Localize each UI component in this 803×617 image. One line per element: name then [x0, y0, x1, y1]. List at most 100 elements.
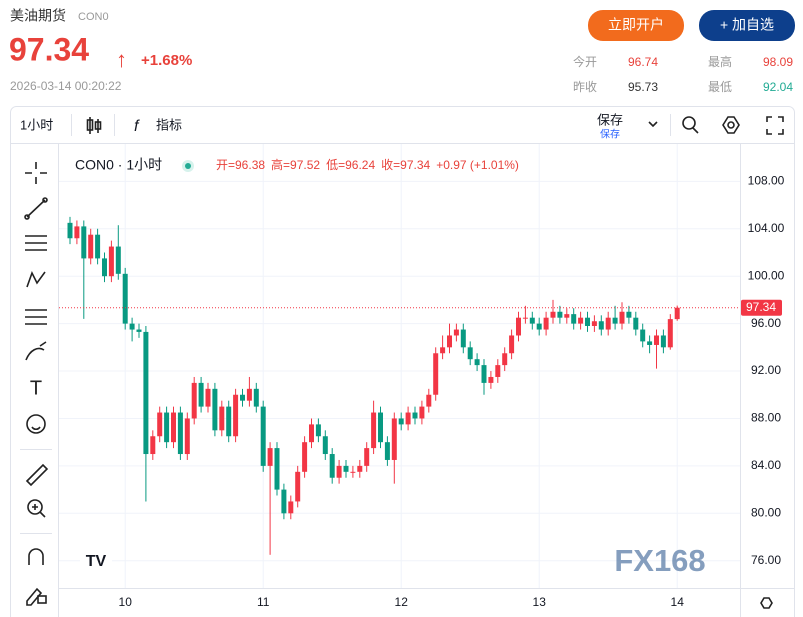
logo: TV: [80, 549, 112, 573]
candle-body: [667, 319, 673, 348]
candle-body: [612, 317, 618, 324]
candle-body: [267, 448, 273, 466]
fib-tool[interactable]: [25, 235, 47, 251]
add-watch-button[interactable]: [699, 10, 795, 41]
candle-body: [88, 234, 94, 259]
candle-body: [136, 329, 142, 332]
legend-symbol: CON0 · 1小时: [75, 157, 162, 173]
candle-body: [578, 317, 584, 324]
quick-search[interactable]: [682, 116, 699, 134]
settings[interactable]: [722, 116, 740, 134]
candle-body: [398, 418, 404, 425]
candle-body: [640, 329, 646, 342]
x-tick-label: 12: [395, 595, 409, 609]
candle-body: [171, 412, 176, 443]
candle-body: [516, 317, 521, 336]
candle-body: [550, 311, 556, 318]
add-watch-label[interactable]: + 加自选: [720, 17, 774, 33]
candle-body: [226, 406, 232, 437]
y-tick-label: 104.00: [748, 221, 785, 235]
candle-body: [102, 258, 107, 277]
candle-body: [433, 353, 439, 395]
candle-body: [564, 314, 570, 318]
quote-label: 昨收: [573, 80, 597, 94]
candle-body: [654, 335, 659, 345]
candle-body: [674, 307, 680, 320]
brush-tool[interactable]: [25, 341, 47, 361]
crosshair-tool[interactable]: [25, 162, 47, 184]
pattern-tool[interactable]: [26, 270, 46, 288]
candle-body: [184, 418, 190, 455]
ruler-tool[interactable]: [25, 463, 49, 487]
projection-tool[interactable]: [25, 309, 47, 325]
candle-body: [281, 489, 287, 514]
quote-value: 92.04: [763, 80, 793, 94]
candle-body: [198, 382, 204, 407]
chart-type-button[interactable]: [86, 117, 102, 134]
candle-body: [426, 394, 432, 407]
interval-button[interactable]: 1小时: [20, 117, 53, 132]
quote-label: 最低: [708, 80, 732, 94]
candle-body: [150, 436, 156, 455]
zoom-tool[interactable]: [27, 499, 46, 518]
candle-body: [164, 412, 170, 443]
save-status: 保存: [600, 128, 620, 141]
last-price-label: 97.34: [746, 300, 776, 314]
axis-settings[interactable]: [760, 597, 773, 609]
candle-body: [502, 353, 508, 366]
candle-body: [391, 418, 397, 460]
open-account-label[interactable]: 立即开户: [608, 17, 664, 33]
x-tick-label: 14: [671, 595, 685, 609]
quote-label: 最高: [708, 54, 732, 69]
y-tick-label: 76.00: [751, 553, 781, 567]
candle-body: [453, 329, 459, 336]
candle-body: [295, 471, 301, 502]
candle-body: [253, 388, 259, 407]
candle-body: [619, 311, 625, 324]
candle-body: [309, 424, 314, 443]
instrument-name: 美油期货: [10, 8, 66, 24]
candle-body: [260, 406, 266, 466]
trend-line-tool[interactable]: [24, 197, 48, 220]
candle-body: [74, 226, 80, 239]
indicator-button[interactable]: 指标: [156, 117, 182, 132]
candle-body: [378, 412, 383, 443]
emoji-tool[interactable]: [26, 414, 46, 434]
text-tool[interactable]: T: [30, 377, 42, 399]
last-price-tag: [741, 299, 782, 316]
candle-body: [143, 331, 149, 455]
fullscreen[interactable]: [766, 116, 784, 135]
candle-body: [536, 323, 542, 330]
x-tick-label: 11: [257, 595, 270, 609]
candle-body: [329, 454, 335, 478]
candle-body: [467, 347, 473, 360]
y-tick-label: 100.00: [748, 268, 785, 282]
legend-item: 低=96.24: [326, 158, 375, 172]
candle-body: [460, 329, 466, 348]
magnet-tool[interactable]: [28, 548, 44, 565]
timestamp: 2026-03-14 00:20:22: [10, 79, 122, 93]
lock-tool[interactable]: [26, 587, 47, 606]
open-account-button[interactable]: [588, 10, 684, 41]
quote-value: 95.73: [628, 80, 658, 94]
candle-body: [522, 317, 528, 319]
candle-body: [412, 412, 418, 419]
status-dot: [185, 163, 191, 169]
candle-body: [529, 317, 535, 324]
indicator-icon[interactable]: f: [134, 118, 140, 135]
candle-body: [81, 226, 87, 259]
candle-body: [108, 246, 114, 277]
save-button[interactable]: 保存: [597, 112, 623, 127]
legend-item: 收=97.34: [381, 158, 430, 172]
candle-body: [302, 442, 308, 472]
candle-body: [274, 448, 280, 490]
candle-body: [605, 317, 611, 330]
candle-body: [647, 341, 653, 345]
candle-body: [322, 436, 328, 455]
candle-body: [191, 382, 197, 419]
y-tick-label: 88.00: [751, 411, 781, 425]
candle-body: [405, 412, 411, 425]
last-price: 97.34: [9, 31, 89, 67]
save-menu[interactable]: [648, 121, 658, 128]
